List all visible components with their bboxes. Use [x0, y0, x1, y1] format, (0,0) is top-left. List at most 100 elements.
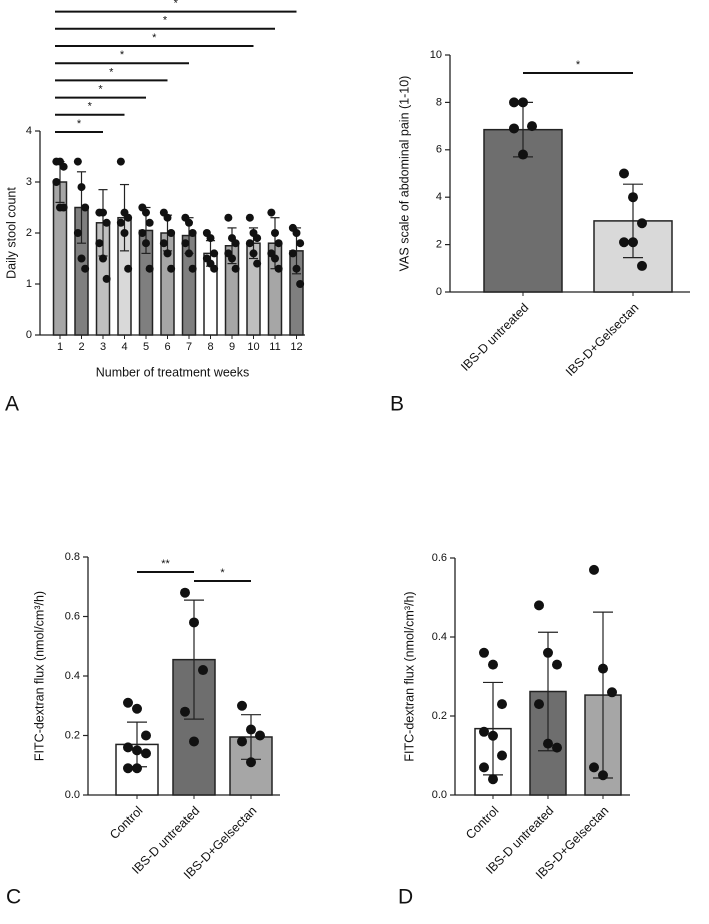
- y-tick-label: 0.4: [65, 670, 80, 682]
- x-tick-label: 5: [143, 341, 149, 353]
- x-tick-label: IBS-D untreated: [458, 301, 531, 374]
- x-tick-label: Control: [463, 804, 501, 842]
- data-point: [527, 121, 537, 132]
- data-point: [598, 770, 608, 781]
- significance-label: *: [88, 101, 93, 113]
- data-point: [145, 218, 154, 227]
- data-point: [488, 659, 498, 670]
- data-point: [120, 229, 129, 237]
- panel-label: B: [390, 393, 404, 416]
- data-point: [77, 254, 86, 263]
- data-point: [180, 706, 190, 717]
- data-point: [132, 763, 142, 774]
- data-point: [292, 229, 301, 237]
- data-point: [296, 280, 305, 288]
- data-point: [619, 168, 629, 179]
- data-point: [224, 213, 233, 222]
- data-point: [245, 213, 254, 222]
- y-tick-label: 0.4: [432, 631, 447, 643]
- y-tick-label: 0.0: [65, 789, 80, 801]
- significance-label: *: [98, 84, 103, 96]
- data-point: [534, 600, 544, 611]
- data-point: [253, 259, 262, 268]
- data-point: [228, 254, 236, 263]
- x-tick-label: 4: [121, 341, 127, 353]
- data-point: [628, 237, 638, 248]
- data-point: [141, 730, 151, 741]
- data-point: [246, 724, 256, 735]
- data-point: [497, 699, 507, 710]
- significance-label: **: [161, 558, 170, 570]
- data-point: [123, 697, 133, 708]
- data-point: [99, 254, 107, 263]
- y-tick-label: 8: [436, 96, 442, 108]
- data-point: [479, 762, 489, 773]
- data-point: [142, 239, 150, 248]
- x-tick-label: 9: [229, 341, 235, 353]
- x-tick-label: 10: [247, 341, 259, 353]
- data-point: [73, 157, 82, 166]
- data-point: [180, 587, 190, 598]
- data-point: [81, 264, 90, 273]
- panel-label: D: [398, 886, 413, 909]
- data-point: [141, 748, 151, 759]
- data-point: [589, 564, 599, 575]
- data-point: [52, 178, 61, 186]
- data-point: [237, 700, 247, 711]
- y-axis-label: VAS scale of abdominal pain (1-10): [397, 76, 411, 272]
- significance-label: *: [174, 0, 179, 10]
- data-point: [188, 229, 197, 237]
- y-tick-label: 0.2: [65, 729, 80, 741]
- data-point: [210, 264, 219, 273]
- x-tick-label: Control: [107, 804, 145, 842]
- panel-label: C: [6, 886, 21, 909]
- data-point: [102, 274, 111, 283]
- data-point: [116, 157, 125, 166]
- data-point: [518, 97, 528, 108]
- data-point: [185, 218, 193, 227]
- x-tick-label: 6: [164, 341, 170, 353]
- data-point: [167, 229, 176, 237]
- y-tick-label: 0: [26, 329, 32, 341]
- data-point: [288, 249, 297, 258]
- data-point: [274, 239, 283, 248]
- y-tick-label: 0.6: [432, 552, 447, 564]
- y-tick-label: 0.8: [65, 551, 80, 563]
- data-point: [543, 647, 553, 658]
- data-point: [271, 229, 279, 237]
- y-tick-label: 4: [436, 191, 442, 203]
- data-point: [552, 742, 562, 753]
- y-axis-label: FITC-dextran flux (nmol/cm³/h): [402, 591, 416, 761]
- data-point: [534, 699, 544, 710]
- panel-label: A: [5, 393, 19, 416]
- data-point: [274, 264, 283, 273]
- data-point: [271, 254, 279, 263]
- data-point: [253, 234, 262, 243]
- data-point: [99, 208, 107, 217]
- data-point: [59, 203, 68, 212]
- data-point: [206, 234, 215, 243]
- data-point: [59, 162, 68, 171]
- significance-label: *: [152, 32, 157, 44]
- y-tick-label: 0.0: [432, 789, 447, 801]
- data-point: [637, 218, 647, 229]
- data-point: [518, 149, 528, 160]
- data-point: [189, 736, 199, 747]
- data-point: [73, 229, 82, 237]
- data-point: [138, 229, 147, 237]
- data-point: [245, 239, 254, 248]
- x-axis-label: Number of treatment weeks: [96, 365, 250, 379]
- data-point: [81, 203, 90, 212]
- data-point: [552, 659, 562, 670]
- data-point: [198, 665, 208, 676]
- data-point: [77, 183, 86, 192]
- data-point: [116, 218, 125, 227]
- significance-label: *: [163, 15, 168, 27]
- data-point: [123, 763, 133, 774]
- data-point: [163, 213, 172, 222]
- data-point: [246, 757, 256, 768]
- significance-label: *: [220, 567, 225, 579]
- data-point: [188, 264, 197, 273]
- data-point: [488, 730, 498, 741]
